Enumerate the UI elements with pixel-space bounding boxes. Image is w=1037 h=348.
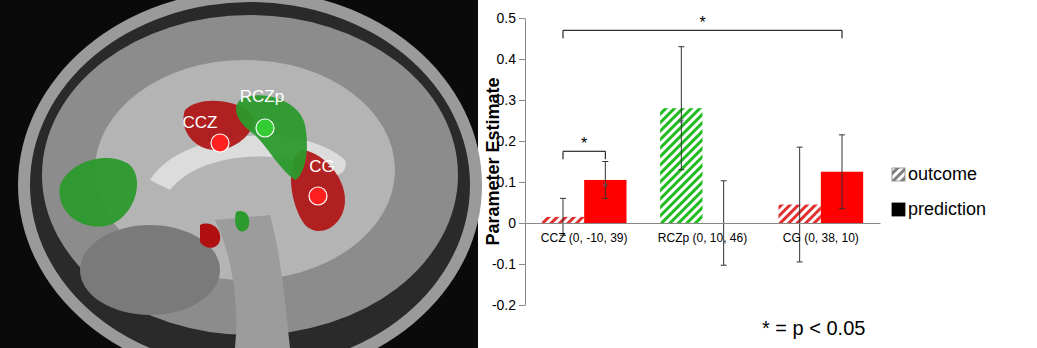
- legend-swatch: [892, 168, 905, 181]
- legend-item: prediction: [892, 199, 986, 219]
- y-tick-label: -0.2: [492, 297, 516, 313]
- y-tick: 0.4: [497, 51, 525, 67]
- error-cap: [721, 265, 727, 266]
- y-tick-label: 0.4: [497, 51, 517, 67]
- green-cluster: [235, 211, 249, 231]
- bar-star: *: [603, 179, 609, 195]
- legend-swatch: [892, 203, 905, 216]
- roi-label: CCZ: [183, 113, 218, 132]
- error-cap: [678, 46, 684, 47]
- error-line: [799, 147, 800, 262]
- error-cap: [797, 261, 803, 262]
- x-tick: RCZp (0, 10, 46): [658, 223, 747, 245]
- legend-label: outcome: [908, 164, 977, 184]
- error-cap: [797, 147, 803, 148]
- x-axis-line: [526, 223, 881, 224]
- y-axis-title: Parameter Estimate: [483, 77, 503, 245]
- error-cap: [602, 161, 608, 162]
- x-axis: CCZ (0, -10, 39) RCZp (0, 10, 46) CG (0, 3…: [526, 223, 881, 245]
- error-bar: [797, 147, 803, 262]
- significance-star: *: [699, 14, 705, 31]
- bar: [584, 180, 626, 223]
- x-tick-label: RCZp (0, 10, 46): [658, 231, 747, 245]
- bar-star: *: [679, 115, 685, 131]
- significance-star: *: [581, 135, 587, 152]
- y-tick: -0.2: [492, 297, 525, 313]
- x-tick: CG (0, 38, 10): [783, 223, 859, 245]
- brain-panel: CCZ RCZp CG: [0, 0, 482, 348]
- x-tick: CCZ (0, -10, 39): [541, 223, 628, 245]
- error-cap: [721, 180, 727, 181]
- roi-marker: [256, 119, 274, 137]
- error-line: [681, 47, 682, 170]
- y-tick: 0: [508, 215, 525, 231]
- y-tick-mark: [519, 18, 525, 19]
- red-cluster: [200, 223, 220, 247]
- error-bar: [839, 135, 845, 209]
- error-bar: [678, 47, 684, 170]
- figure: CCZRCZpCG-0.2-0.100.10.20.30.40.5CCZ (0,…: [0, 0, 1037, 348]
- error-cap: [839, 134, 845, 135]
- skull: [30, 2, 470, 348]
- x-tick-label: CCZ (0, -10, 39): [541, 231, 628, 245]
- y-tick-mark: [519, 100, 525, 101]
- y-tick-mark: [519, 182, 525, 183]
- y-tick-mark: [519, 59, 525, 60]
- significance-bracket: [563, 151, 605, 159]
- significance-note: * = p < 0.05: [762, 317, 865, 339]
- y-tick-mark: [519, 305, 525, 306]
- y-tick: -0.1: [492, 256, 525, 272]
- y-tick-mark: [519, 223, 525, 224]
- cerebellum: [80, 225, 220, 315]
- error-cap: [839, 208, 845, 209]
- scalp: [18, 0, 482, 348]
- green-cluster: [236, 95, 307, 180]
- brainstem: [215, 215, 290, 348]
- roi-marker: [211, 134, 229, 152]
- x-tick-label: CG (0, 38, 10): [783, 231, 859, 245]
- legend-label: prediction: [908, 199, 986, 219]
- y-tick-label: 0.5: [497, 10, 517, 26]
- roi-marker: [309, 187, 327, 205]
- y-tick-mark: [519, 264, 525, 265]
- y-axis-line: [525, 19, 526, 306]
- roi-label: CG: [309, 157, 335, 176]
- legend-item: outcome: [892, 164, 977, 184]
- significance-bracket: [563, 30, 842, 38]
- y-tick: 0.5: [497, 10, 525, 26]
- error-cap: [678, 169, 684, 170]
- legend: outcome prediction: [892, 164, 986, 219]
- error-cap: [560, 198, 566, 199]
- roi-label: RCZp: [240, 87, 284, 106]
- error-bar: [602, 162, 608, 199]
- error-cap: [602, 198, 608, 199]
- y-tick-mark: [519, 141, 525, 142]
- y-tick-label: -0.1: [492, 256, 516, 272]
- green-cluster: [59, 158, 137, 227]
- y-tick-label: 0: [508, 215, 516, 231]
- error-line: [841, 135, 842, 209]
